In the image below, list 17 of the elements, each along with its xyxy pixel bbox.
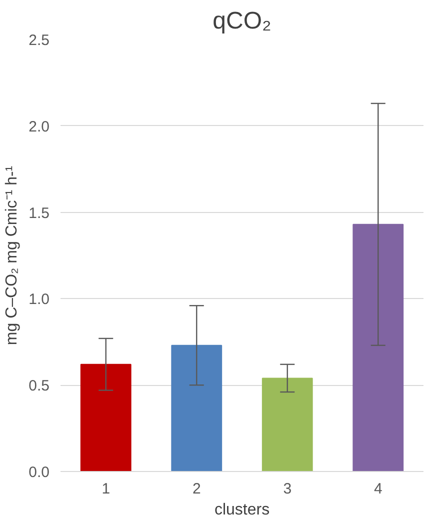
chart-title: qCO₂	[212, 8, 272, 34]
bar	[262, 378, 313, 472]
y-axis-title: mg C–CO₂ mg Cmic⁻¹ h-¹	[4, 166, 21, 346]
x-tick-label: 4	[374, 480, 382, 498]
x-axis-title: clusters	[214, 502, 270, 518]
bar	[171, 344, 222, 472]
x-tick-label: 3	[283, 480, 292, 498]
x-tick-label: 1	[102, 480, 110, 498]
y-tick-label: 0.0	[28, 464, 50, 481]
x-tick-label: 2	[192, 480, 201, 498]
bar	[352, 224, 404, 472]
y-tick-label: 0.5	[28, 378, 50, 395]
y-tick-label: 1.5	[28, 204, 50, 222]
bar	[80, 364, 132, 472]
y-tick-label: 1.0	[28, 291, 50, 308]
y-tick-label: 2.5	[28, 32, 50, 49]
y-tick-label: 2.0	[28, 118, 50, 136]
